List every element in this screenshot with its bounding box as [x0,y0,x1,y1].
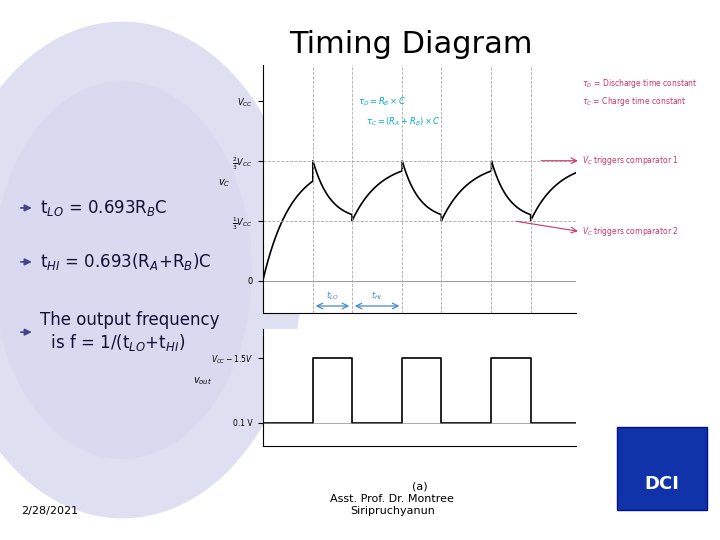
Text: Asst. Prof. Dr. Montree
Siripruchyanun: Asst. Prof. Dr. Montree Siripruchyanun [330,494,454,516]
Text: $V_C$ triggers comparator 2: $V_C$ triggers comparator 2 [582,225,679,238]
Text: Timing Diagram: Timing Diagram [289,30,532,59]
Text: (a): (a) [412,482,427,491]
Text: t$_{HI}$ = 0.693(R$_{A}$+R$_{B}$)C: t$_{HI}$ = 0.693(R$_{A}$+R$_{B}$)C [40,252,211,272]
Text: t$_{LO}$ = 0.693R$_{B}$C: t$_{LO}$ = 0.693R$_{B}$C [40,198,167,218]
Text: $t_{HI}$: $t_{HI}$ [372,290,383,302]
Ellipse shape [0,81,252,459]
Y-axis label: $v_C$: $v_C$ [218,177,230,189]
Y-axis label: $v_{out}$: $v_{out}$ [193,376,212,388]
Text: The output frequency
  is f = 1/(t$_{LO}$+t$_{HI}$): The output frequency is f = 1/(t$_{LO}$+… [40,311,219,353]
Text: 2/28/2021: 2/28/2021 [22,505,78,516]
Text: $\tau_D$ = Discharge time constant: $\tau_D$ = Discharge time constant [582,77,698,90]
Text: $t_{LO}$: $t_{LO}$ [326,290,339,302]
Text: $\tau_D = R_B \times C$: $\tau_D = R_B \times C$ [358,96,406,108]
Text: DCI: DCI [644,475,680,492]
Text: $\tau_C = (R_A + R_B) \times C$: $\tau_C = (R_A + R_B) \times C$ [366,115,441,127]
Ellipse shape [0,22,302,518]
Text: $V_C$ triggers comparator 1: $V_C$ triggers comparator 1 [582,154,679,167]
Text: $\tau_C$ = Charge time constant: $\tau_C$ = Charge time constant [582,96,687,109]
Bar [617,427,707,510]
